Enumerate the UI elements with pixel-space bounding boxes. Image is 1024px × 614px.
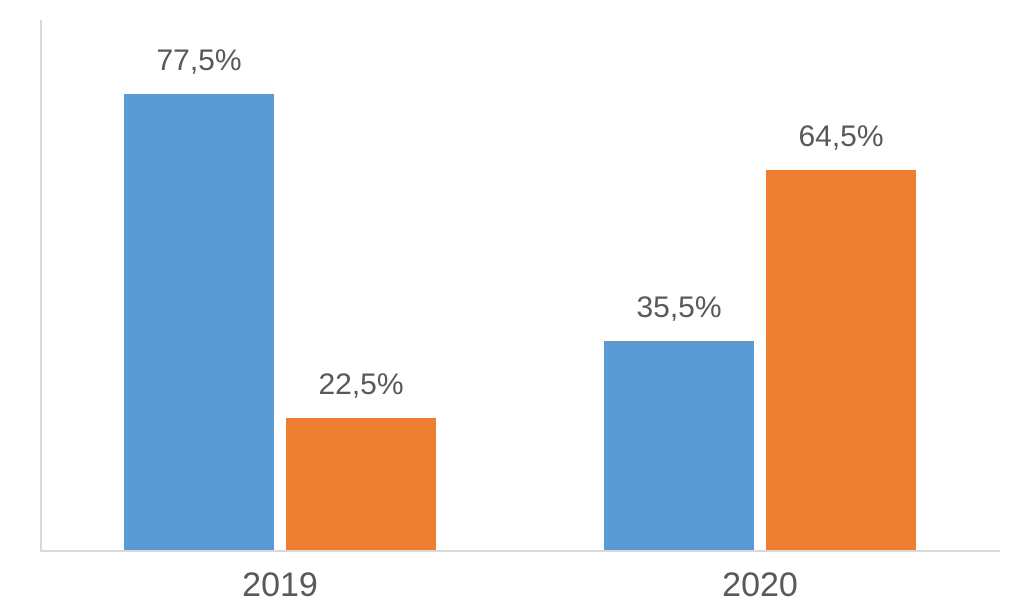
bar xyxy=(286,418,436,551)
bar xyxy=(604,341,754,550)
x-axis xyxy=(40,550,1000,552)
bar-value-label: 77,5% xyxy=(124,44,274,78)
bar xyxy=(124,94,274,550)
bar-chart: 77,5% 22,5% 35,5% 64,5% 2019 2020 xyxy=(0,0,1024,614)
y-axis xyxy=(40,20,42,550)
bar-value-label: 64,5% xyxy=(766,120,916,154)
bar-value-label: 35,5% xyxy=(604,291,754,325)
plot-area: 77,5% 22,5% 35,5% 64,5% xyxy=(40,20,1000,550)
bar-value-label: 22,5% xyxy=(286,368,436,402)
category-label: 2019 xyxy=(180,566,380,605)
category-label: 2020 xyxy=(660,566,860,605)
bar xyxy=(766,170,916,550)
